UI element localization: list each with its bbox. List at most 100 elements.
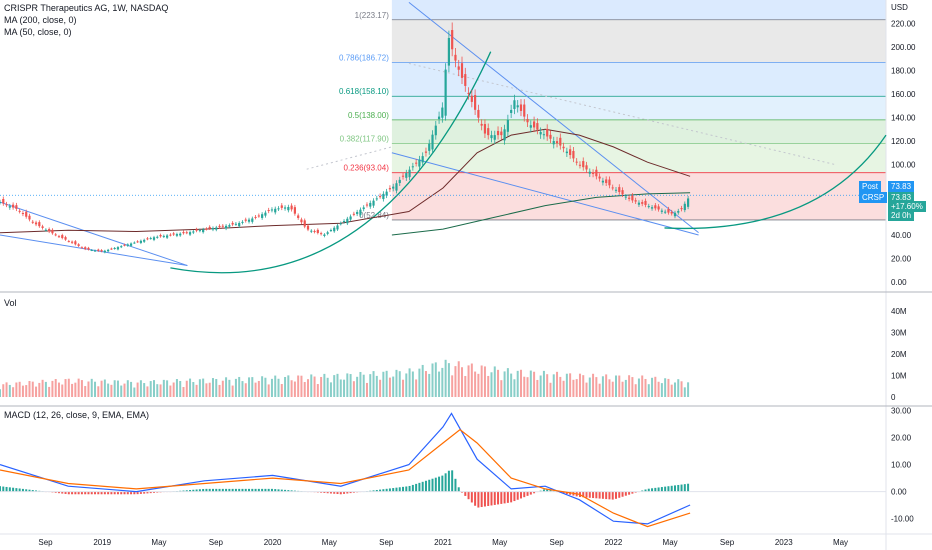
macd-histogram-bar bbox=[654, 487, 657, 492]
volume-bar bbox=[80, 380, 83, 397]
fib-zone bbox=[391, 62, 886, 97]
macd-histogram-bar bbox=[343, 491, 346, 494]
ma50-line bbox=[0, 128, 691, 234]
volume-bar bbox=[284, 377, 287, 397]
time-tick-label: May bbox=[833, 538, 848, 547]
macd-histogram-bar bbox=[615, 491, 618, 499]
volume-bar bbox=[21, 385, 24, 397]
macd-histogram-bar bbox=[421, 481, 424, 492]
candle-body bbox=[598, 176, 601, 179]
macd-histogram-bar bbox=[470, 491, 473, 503]
volume-bar bbox=[559, 376, 562, 397]
candle-body bbox=[31, 221, 34, 223]
candle-body bbox=[313, 231, 316, 233]
volume-bar bbox=[493, 366, 496, 397]
macd-histogram-bar bbox=[80, 491, 83, 495]
volume-bar bbox=[513, 379, 516, 397]
legend-ma50: MA (50, close, 0) bbox=[4, 27, 72, 37]
volume-bar bbox=[421, 364, 424, 397]
volume-bar bbox=[451, 375, 454, 397]
fib-level-label: 0.382(117.90) bbox=[340, 134, 390, 143]
volume-bar bbox=[254, 382, 257, 397]
candle-body bbox=[5, 204, 8, 206]
candle-body bbox=[362, 207, 365, 210]
volume-bar bbox=[628, 375, 631, 397]
candle-body bbox=[375, 198, 378, 200]
macd-histogram-bar bbox=[533, 491, 536, 494]
candle-body bbox=[113, 248, 116, 250]
macd-histogram-bar bbox=[687, 483, 690, 492]
macd-histogram-bar bbox=[624, 491, 627, 496]
volume-bar bbox=[211, 378, 214, 397]
candle-body bbox=[683, 203, 686, 211]
macd-histogram-bar bbox=[428, 479, 431, 492]
candle-body bbox=[388, 188, 392, 190]
candle-body bbox=[611, 187, 614, 189]
macd-histogram-bar bbox=[385, 488, 388, 492]
macd-histogram-bar bbox=[519, 491, 522, 499]
candle-body bbox=[12, 204, 15, 208]
cup-arc bbox=[170, 51, 492, 274]
candle-body bbox=[644, 200, 647, 205]
volume-bar bbox=[225, 377, 228, 397]
candle-body bbox=[18, 210, 21, 212]
candle-body bbox=[100, 250, 103, 252]
candle-body bbox=[97, 249, 100, 251]
volume-bar bbox=[424, 371, 427, 397]
macd-histogram-bar bbox=[110, 491, 113, 495]
macd-histogram-bar bbox=[382, 489, 385, 492]
volume-bar bbox=[618, 375, 621, 397]
macd-histogram-bar bbox=[225, 488, 228, 492]
volume-bar bbox=[0, 389, 1, 397]
candle-body bbox=[647, 206, 650, 208]
volume-bar bbox=[487, 375, 490, 397]
volume-bar bbox=[38, 382, 41, 397]
volume-bar bbox=[28, 381, 31, 397]
macd-histogram-bar bbox=[270, 488, 273, 492]
volume-bar bbox=[297, 375, 300, 397]
candle-body bbox=[162, 235, 165, 237]
candle-body bbox=[437, 116, 441, 120]
volume-bar bbox=[372, 371, 375, 397]
candle-body bbox=[441, 107, 444, 118]
macd-histogram-bar bbox=[621, 491, 624, 497]
volume-bar bbox=[149, 381, 152, 397]
candle-body bbox=[57, 236, 61, 238]
candle-body bbox=[231, 222, 234, 225]
candle-body bbox=[221, 225, 224, 227]
price-tick-label: 140.00 bbox=[891, 114, 916, 123]
candle-body bbox=[77, 244, 80, 246]
candle-body bbox=[41, 226, 44, 228]
volume-bar bbox=[290, 380, 293, 397]
time-tick-label: 2020 bbox=[264, 538, 282, 547]
ticker-tag: CRSP bbox=[859, 192, 888, 203]
volume-bar bbox=[287, 375, 290, 397]
volume-bar bbox=[523, 376, 526, 397]
candle-body bbox=[38, 222, 41, 227]
macd-histogram-bar bbox=[123, 491, 126, 495]
macd-histogram-bar bbox=[192, 489, 195, 492]
candle-body bbox=[208, 226, 211, 229]
macd-histogram-bar bbox=[8, 487, 11, 492]
macd-histogram-bar bbox=[664, 486, 667, 492]
macd-histogram-bar bbox=[57, 491, 60, 494]
candle-body bbox=[336, 225, 339, 230]
macd-histogram-bar bbox=[202, 488, 205, 492]
candle-body bbox=[67, 241, 70, 243]
candle-body bbox=[526, 118, 529, 123]
price-tick-label: 220.00 bbox=[891, 20, 916, 29]
volume-bar bbox=[307, 379, 310, 397]
candle-body bbox=[339, 223, 342, 225]
volume-bar bbox=[385, 370, 388, 397]
volume-bar bbox=[605, 374, 608, 397]
macd-histogram-bar bbox=[231, 488, 234, 492]
volume-bar bbox=[529, 370, 532, 397]
candle-body bbox=[179, 233, 182, 236]
candle-body bbox=[211, 227, 215, 230]
fib-level-label: 0.786(186.72) bbox=[339, 54, 389, 63]
price-tick-label: 20.00 bbox=[891, 255, 912, 264]
macd-histogram-bar bbox=[523, 491, 526, 498]
time-tick-label: 2019 bbox=[93, 538, 111, 547]
candle-body bbox=[591, 172, 595, 174]
